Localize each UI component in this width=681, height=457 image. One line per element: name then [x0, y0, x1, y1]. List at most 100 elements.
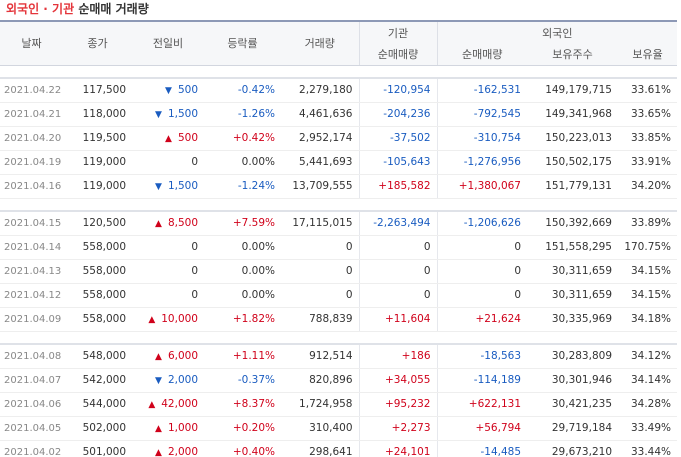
cell-rate-value: +0.20%: [232, 422, 275, 434]
cell-inst-net: -105,643: [358, 150, 437, 175]
cell-change: ▼ 1,500: [132, 174, 204, 199]
cell-foreign-net-value: -792,545: [473, 108, 521, 120]
title-foreign: 외국인: [6, 2, 40, 16]
cell-close: 558,000: [63, 259, 132, 284]
cell-holdings: 29,673,210: [527, 440, 618, 457]
cell-date-value: 2021.04.16: [4, 180, 62, 192]
header-date: 날짜: [0, 20, 63, 66]
cell-volume: 2,952,174: [281, 126, 359, 151]
cell-rate-value: 0.00%: [241, 156, 275, 168]
cell-close: 117,500: [63, 77, 132, 103]
cell-holdings: 150,502,175: [527, 150, 618, 175]
cell-close-value: 118,000: [82, 108, 126, 120]
cell-inst-net: +24,101: [358, 440, 437, 457]
cell-close-value: 558,000: [82, 289, 126, 301]
cell-inst-net: +34,055: [358, 368, 437, 393]
cell-date-value: 2021.04.06: [4, 398, 62, 410]
cell-foreign-net: -1,206,626: [436, 210, 527, 236]
cell-close: 501,000: [63, 440, 132, 457]
cell-date-value: 2021.04.20: [4, 132, 62, 144]
cell-volume: 4,461,636: [281, 102, 359, 127]
cell-rate: -0.42%: [204, 77, 281, 103]
cell-rate: -1.26%: [204, 102, 281, 127]
cell-ratio-value: 33.85%: [630, 132, 672, 144]
cell-volume-value: 310,400: [309, 422, 353, 434]
cell-rate: +1.82%: [204, 307, 281, 332]
cell-foreign-net: -792,545: [436, 102, 527, 127]
cell-ratio-value: 34.20%: [630, 180, 672, 192]
cell-volume-value: 788,839: [309, 313, 353, 325]
cell-foreign-net-value: -18,563: [480, 350, 521, 363]
cell-inst-net: 0: [358, 259, 437, 284]
cell-date-value: 2021.04.08: [4, 350, 62, 362]
cell-change: 0: [132, 235, 204, 260]
cell-close: 502,000: [63, 416, 132, 441]
cell-inst-net: +95,232: [358, 392, 437, 417]
cell-change: ▲ 2,000: [132, 440, 204, 457]
cell-inst-net-value: +185,582: [378, 180, 431, 192]
cell-inst-net: -2,263,494: [358, 210, 437, 236]
cell-close-value: 120,500: [82, 217, 126, 230]
cell-date-value: 2021.04.15: [4, 217, 62, 229]
cell-volume: 5,441,693: [281, 150, 359, 175]
cell-rate: +0.20%: [204, 416, 281, 441]
cell-foreign-net-value: 0: [514, 289, 521, 301]
up-triangle-icon: ▲: [148, 400, 156, 410]
cell-volume-value: 13,709,555: [292, 180, 353, 192]
cell-date: 2021.04.21: [0, 102, 63, 127]
cell-rate: +7.59%: [204, 210, 281, 236]
cell-foreign-net: +622,131: [436, 392, 527, 417]
cell-close-value: 119,500: [82, 132, 126, 144]
cell-close: 558,000: [63, 283, 132, 308]
cell-holdings-value: 30,335,969: [551, 313, 612, 325]
cell-holdings: 30,301,946: [527, 368, 618, 393]
cell-change: ▲ 42,000: [132, 392, 204, 417]
cell-change-value: 1,000: [167, 422, 198, 434]
header-holdings: 보유주수: [527, 43, 618, 66]
cell-ratio-value: 170.75%: [624, 241, 672, 253]
cell-holdings-value: 29,673,210: [551, 446, 612, 457]
cell-close-value: 558,000: [82, 241, 126, 253]
cell-rate: -1.24%: [204, 174, 281, 199]
cell-rate: +8.37%: [204, 392, 281, 417]
cell-holdings-value: 150,392,669: [545, 217, 612, 230]
table-row: 2021.04.14 558,000 0 0.00% 0 0 0 151,558,295 170…: [0, 235, 678, 260]
cell-change-value: 0: [191, 289, 198, 301]
cell-change-value: 10,000: [161, 313, 198, 325]
cell-inst-net-value: -120,954: [383, 84, 431, 97]
cell-inst-net-value: +186: [401, 350, 431, 363]
header-volume: 거래량: [281, 20, 359, 66]
cell-foreign-net: -114,189: [436, 368, 527, 393]
table-body: 2021.04.22 117,500 ▼ 500 -0.42% 2,279,180 -120…: [0, 65, 678, 457]
cell-change-value: 1,500: [167, 180, 198, 192]
table-row: 2021.04.19 119,000 0 0.00% 5,441,693 -105,643…: [0, 150, 678, 175]
cell-change-value: 6,000: [167, 350, 198, 363]
cell-rate: 0.00%: [204, 235, 281, 260]
cell-volume: 912,514: [281, 343, 359, 369]
cell-inst-net: -120,954: [358, 77, 437, 103]
cell-inst-net-value: 0: [423, 265, 431, 277]
cell-change: ▼ 500: [132, 77, 204, 103]
table-row: 2021.04.06 544,000 ▲ 42,000 +8.37% 1,724,958 +…: [0, 392, 678, 417]
cell-close: 558,000: [63, 235, 132, 260]
cell-close: 542,000: [63, 368, 132, 393]
table-row: 2021.04.12 558,000 0 0.00% 0 0 0 30,311,659 34.1…: [0, 283, 678, 308]
cell-inst-net-value: +34,055: [384, 374, 431, 386]
cell-foreign-net-value: +1,380,067: [458, 180, 521, 192]
cell-inst-net-value: -37,502: [389, 132, 431, 144]
cell-rate-value: -1.26%: [237, 108, 275, 120]
cell-volume-value: 17,115,015: [292, 217, 353, 230]
cell-foreign-net-value: +21,624: [475, 313, 521, 325]
up-triangle-icon: ▲: [155, 448, 162, 457]
cell-ratio-value: 34.18%: [630, 313, 672, 325]
cell-change-value: 0: [191, 156, 198, 168]
cell-rate: +0.42%: [204, 126, 281, 151]
cell-holdings-value: 149,179,715: [545, 84, 612, 97]
title-institution: 기관: [52, 2, 75, 16]
cell-date-value: 2021.04.05: [4, 422, 62, 434]
cell-ratio-value: 33.44%: [630, 446, 672, 457]
down-triangle-icon: ▼: [155, 182, 162, 192]
down-triangle-icon: ▼: [155, 376, 162, 386]
cell-volume-value: 2,952,174: [299, 132, 353, 144]
cell-ratio-value: 34.15%: [630, 265, 672, 277]
